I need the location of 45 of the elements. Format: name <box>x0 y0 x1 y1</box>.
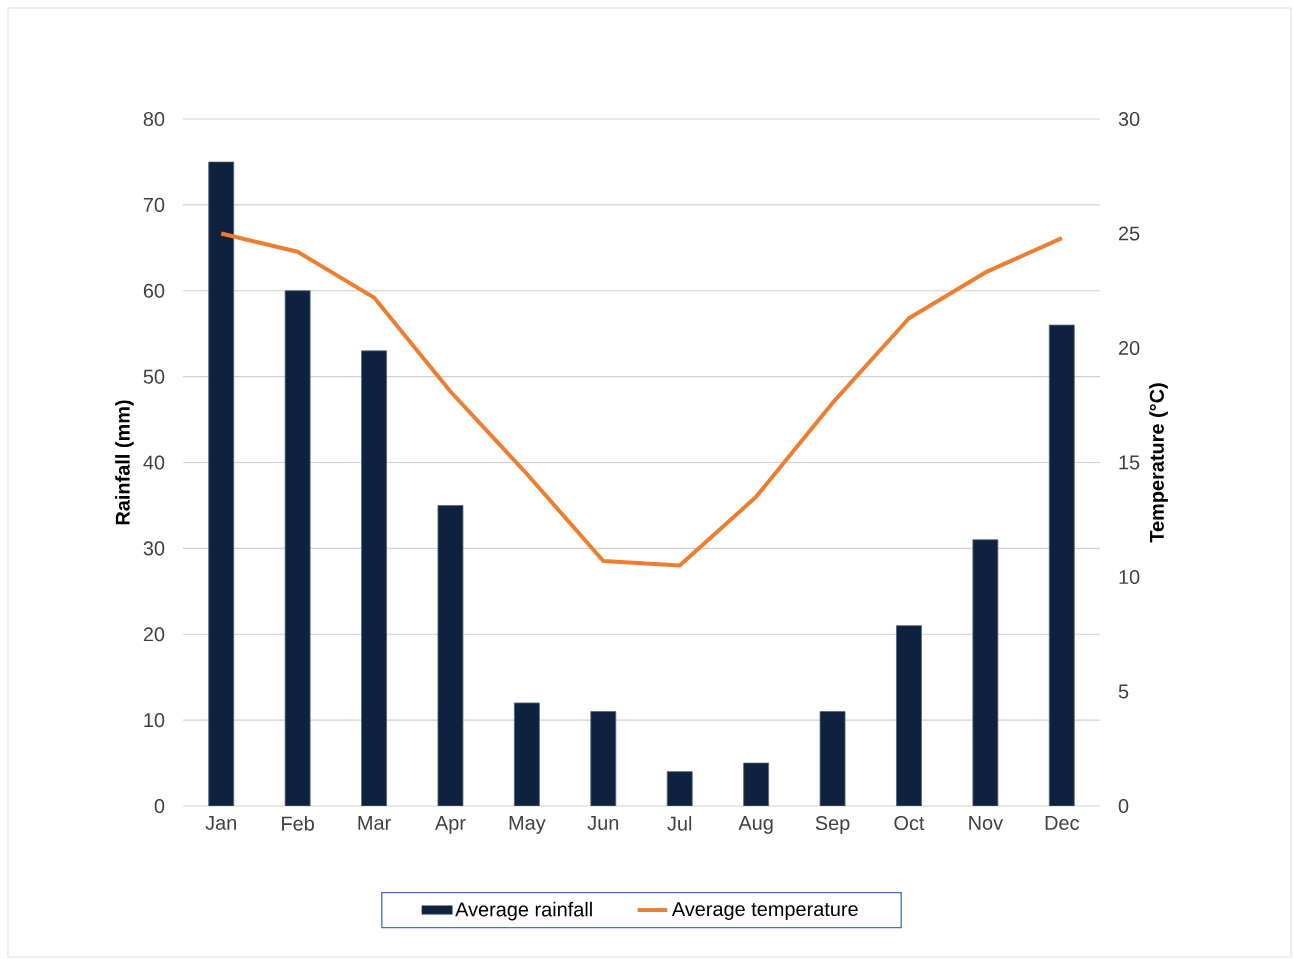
bar <box>819 711 846 806</box>
x-tick-label: Jan <box>205 816 236 830</box>
y-tick-label: 0 <box>154 798 165 814</box>
bar <box>972 539 999 806</box>
x-tick-label: Aug <box>738 816 773 834</box>
x-tick-label: Mar <box>358 816 391 830</box>
y-tick-label: 50 <box>143 369 165 384</box>
y-tick-label: 20 <box>143 627 165 642</box>
bar <box>361 350 387 806</box>
bar <box>743 762 770 806</box>
x-tick-label: Apr <box>435 816 466 834</box>
line-series <box>219 231 1064 568</box>
y2-tick-label: 20 <box>1118 340 1140 356</box>
legend-label: Average rainfall <box>455 901 592 921</box>
bar <box>284 290 311 806</box>
y-tick-label: 60 <box>143 283 165 298</box>
bar <box>208 161 235 806</box>
bar <box>666 771 693 806</box>
y2-tick-label: 10 <box>1119 569 1140 585</box>
y2-tick-label: 0 <box>1118 798 1129 814</box>
y2-axis-title: Temperature (°C) <box>1149 383 1168 543</box>
x-tick-label: Feb <box>282 816 314 831</box>
x-tick-label: Sep <box>815 816 850 835</box>
x-tick-label: Nov <box>969 816 1004 830</box>
legend-label: Average temperature <box>671 902 858 921</box>
bar <box>896 625 922 806</box>
y-axis-title: Rainfall (mm) <box>115 400 134 525</box>
y2-tick-label: 30 <box>1118 111 1140 127</box>
y-tick-label: 80 <box>143 111 165 127</box>
x-tick-label: Oct <box>894 816 925 831</box>
bar <box>1048 324 1075 806</box>
bar <box>590 711 617 806</box>
y2-tick-label: 15 <box>1119 455 1140 470</box>
y-tick-label: 10 <box>144 713 165 728</box>
bar <box>513 702 540 806</box>
y2-tick-label: 5 <box>1118 684 1129 699</box>
y-tick-label: 70 <box>143 197 165 212</box>
y2-tick-label: 25 <box>1118 226 1140 241</box>
x-tick-label: May <box>509 816 546 834</box>
x-tick-label: Jun <box>587 816 619 830</box>
y-tick-label: 40 <box>143 455 165 470</box>
bar <box>437 505 464 806</box>
x-tick-label: Dec <box>1045 816 1079 830</box>
x-tick-label: Jul <box>667 816 692 831</box>
y-tick-label: 30 <box>143 541 165 556</box>
